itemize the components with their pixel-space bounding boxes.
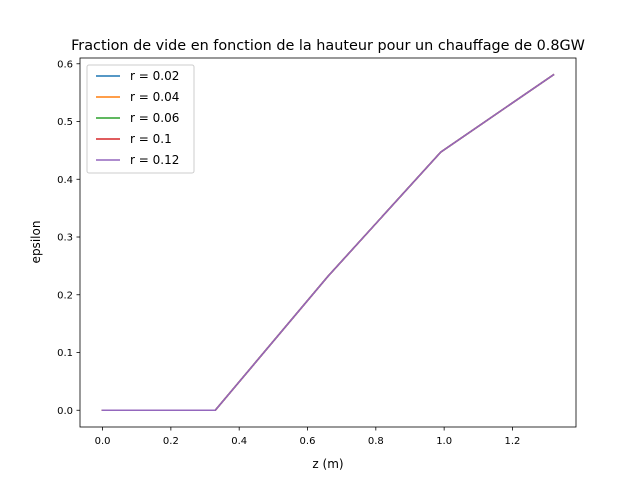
y-tick-label: 0.3 (57, 233, 73, 244)
plot-area (79, 57, 577, 428)
legend-label: r = 0.04 (130, 90, 179, 104)
x-axis-label: z (m) (312, 457, 343, 471)
x-tick-label: 0.8 (368, 436, 384, 447)
y-tick-label: 0.2 (57, 290, 73, 301)
y-tick-label: 0.5 (57, 117, 73, 128)
legend-label: r = 0.1 (130, 132, 172, 146)
axes-frame (79, 57, 577, 428)
x-axis-ticks: 0.0 0.2 0.4 0.6 0.8 1.0 1.2 (95, 427, 521, 447)
x-tick-label: 0.6 (300, 436, 316, 447)
x-tick-label: 0.4 (231, 436, 247, 447)
series-line-5 (101, 73, 555, 411)
x-tick-label: 0.2 (163, 436, 179, 447)
legend: r = 0.02 r = 0.04 r = 0.06 r = 0.1 r = 0.12 (86, 64, 195, 174)
chart-title: Fraction de vide en fonction de la haute… (71, 38, 585, 54)
x-tick-label: 1.2 (505, 436, 521, 447)
legend-label: r = 0.06 (130, 111, 179, 125)
x-tick-label: 0.0 (95, 436, 111, 447)
y-axis-label: epsilon (29, 221, 43, 264)
y-axis-ticks: 0.0 0.1 0.2 0.3 0.4 0.5 0.6 (57, 59, 80, 417)
series-lines (101, 73, 555, 411)
y-tick-label: 0.1 (57, 348, 73, 359)
y-tick-label: 0.4 (57, 175, 73, 186)
legend-label: r = 0.12 (130, 153, 179, 167)
y-tick-label: 0.0 (57, 406, 73, 417)
y-tick-label: 0.6 (57, 59, 73, 70)
legend-box (86, 64, 195, 174)
x-tick-label: 1.0 (436, 436, 452, 447)
legend-label: r = 0.02 (130, 69, 179, 83)
